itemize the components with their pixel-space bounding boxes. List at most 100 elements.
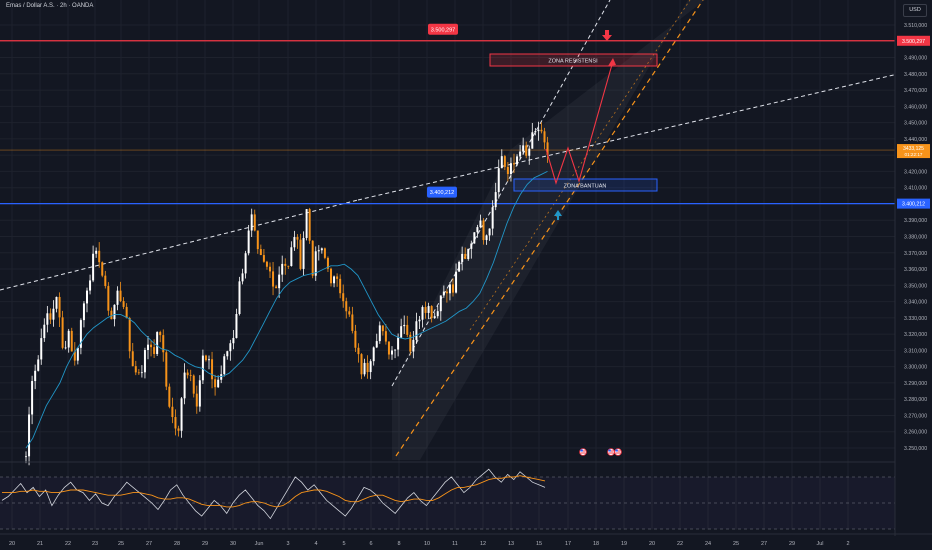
price-tick-label: 3.280,000	[904, 397, 927, 403]
candle-body	[400, 326, 403, 338]
support-zone-label: ZONA BANTUAN	[564, 184, 607, 190]
last-price-badge	[897, 144, 930, 159]
time-tick-label: Jun	[255, 541, 264, 547]
trendline-1	[0, 199, 359, 291]
candle-body	[70, 330, 73, 352]
candle-body	[220, 374, 223, 380]
candle-body	[357, 347, 360, 355]
candle-body	[86, 290, 88, 304]
candle-body	[403, 324, 406, 327]
candle-body	[104, 275, 107, 287]
candle-body	[409, 334, 412, 352]
candle-body	[479, 220, 482, 228]
price-tick-label: 3.310,000	[904, 348, 927, 354]
candle-body	[543, 131, 546, 143]
candle-body	[293, 237, 296, 248]
candle-body	[494, 192, 497, 208]
resistance-level-label: 3.500,297	[431, 27, 455, 33]
candle-body	[503, 156, 506, 167]
time-tick-label: 29	[789, 541, 795, 547]
candle-body	[281, 263, 284, 275]
time-tick-label: 20	[649, 541, 655, 547]
candle-body	[226, 351, 229, 357]
chart-icons	[554, 30, 622, 456]
candle-body	[259, 249, 262, 256]
us-flag-event-icon	[579, 448, 587, 456]
price-tick-label: 3.410,000	[904, 186, 927, 192]
time-axis[interactable]: 20 21 22 23 25 27 28 29 30 Jun 3 4 5 6 8 10 11 12 13 15 17 18…	[0, 533, 932, 550]
candle-body	[46, 313, 49, 325]
price-tick-label: 3.460,000	[904, 104, 927, 110]
channel-mid-line	[469, 0, 691, 331]
candle-body	[473, 232, 476, 244]
candle-body	[134, 366, 137, 373]
channel-fill	[392, 0, 932, 460]
candle-body	[28, 414, 31, 457]
trendline-2	[357, 65, 932, 201]
candle-body	[159, 332, 162, 336]
candle-body	[244, 253, 247, 274]
candle-body	[491, 207, 494, 229]
candle-body	[52, 308, 55, 320]
candle-body	[537, 129, 540, 132]
candle-body	[522, 145, 525, 152]
candle-body	[262, 255, 265, 262]
price-tick-label: 3.390,000	[904, 218, 927, 224]
candle-body	[37, 359, 40, 371]
candle-body	[49, 313, 52, 320]
time-tick-label: 22	[677, 541, 683, 547]
candle-body	[272, 271, 275, 287]
price-tick-label: 3.300,000	[904, 365, 927, 371]
price-tick-label: 3.450,000	[904, 121, 927, 127]
currency-badge[interactable]: USD	[903, 4, 927, 17]
price-tick-label: 3.440,000	[904, 137, 927, 143]
time-tick-label: 6	[369, 541, 372, 547]
candle-body	[339, 278, 342, 294]
candle-body	[92, 253, 95, 281]
projection-path	[545, 60, 614, 185]
candle-body	[208, 359, 210, 361]
candle-body	[540, 129, 543, 132]
candle-body	[467, 248, 470, 260]
candle-body	[287, 265, 290, 267]
candle-body	[500, 156, 503, 169]
price-axis[interactable]: 3.250,000 3.260,000 3.270,000 3.280,000 3.29…	[894, 0, 932, 550]
candle-body	[128, 318, 131, 352]
time-tick-label: 15	[536, 541, 542, 547]
candle-body	[174, 417, 177, 429]
candle-body	[256, 230, 259, 250]
resistance-zone-label: ZONA RESISTENSI	[548, 59, 598, 65]
candle-body	[64, 347, 67, 349]
candle-body	[232, 337, 235, 344]
candle-body	[452, 284, 454, 293]
candle-body	[397, 337, 400, 350]
price-levels: 3.500,297 3.400,212	[0, 23, 895, 205]
candle-body	[476, 227, 479, 233]
price-tick-label: 3.510,000	[904, 23, 927, 29]
time-tick-label: 23	[92, 541, 98, 547]
candle-body	[296, 237, 299, 240]
time-tick-label: 28	[174, 541, 180, 547]
candle-body	[125, 306, 128, 319]
candle-body	[217, 379, 220, 388]
candle-body	[43, 324, 46, 339]
candle-body	[436, 311, 439, 317]
candle-body	[180, 398, 183, 431]
candle-body	[40, 338, 43, 360]
candle-body	[366, 362, 369, 373]
candle-body	[107, 286, 110, 311]
time-tick-label: 20	[9, 541, 15, 547]
candle-body	[525, 145, 528, 156]
time-tick-label: 18	[593, 541, 599, 547]
candle-body	[378, 325, 381, 342]
symbol-title[interactable]: Emas / Dollar A.S. · 2h · OANDA	[6, 3, 94, 9]
candle-body	[516, 156, 519, 165]
candle-body	[284, 263, 287, 266]
candle-body	[189, 375, 192, 377]
time-tick-label: 4	[314, 541, 317, 547]
candle-body	[311, 240, 314, 276]
support-price-badge-label: 3.400,212	[902, 202, 925, 208]
candle-body	[89, 280, 92, 291]
candle-body	[269, 266, 271, 272]
